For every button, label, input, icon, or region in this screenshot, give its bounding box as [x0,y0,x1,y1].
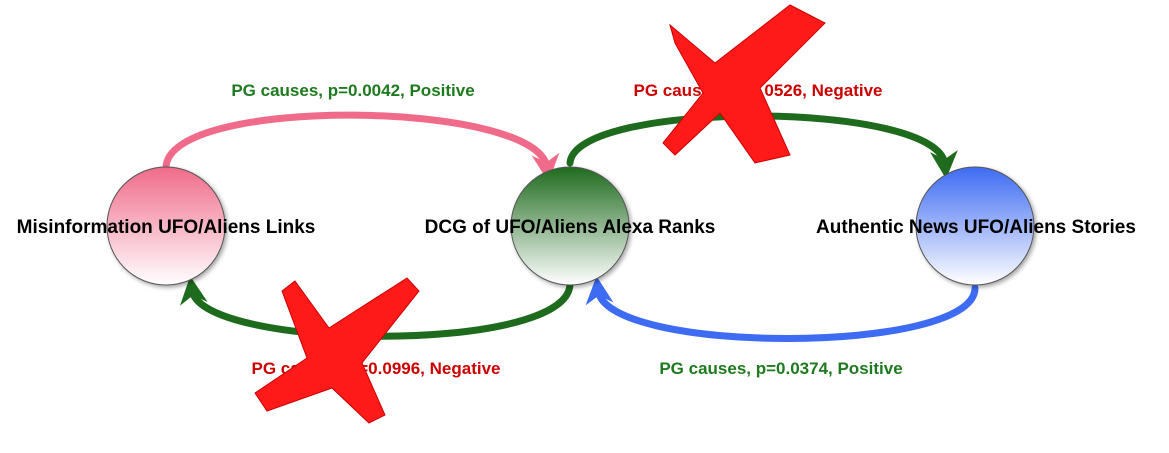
edge-label-authentic-to-dcg: PG causes, p=0.0374, Positive [659,359,902,378]
node-misinfo-circle [106,166,226,286]
edge-label-misinfo-to-dcg: PG causes, p=0.0042, Positive [231,81,474,100]
node-authentic-circle [915,166,1035,286]
edge-misinfo-to-dcg [162,111,560,182]
node-dcg-circle [510,166,630,286]
node-dcg-label: DCG of UFO/Aliens Alexa Ranks [425,217,716,238]
edge-authentic-to-dcg [585,276,979,342]
cross-mark-upper [662,4,826,164]
node-authentic-label: Authentic News UFO/Aliens Stories [816,217,1136,238]
node-misinfo-label: Misinformation UFO/Aliens Links [17,217,316,238]
cross-mark-lower [254,277,420,424]
